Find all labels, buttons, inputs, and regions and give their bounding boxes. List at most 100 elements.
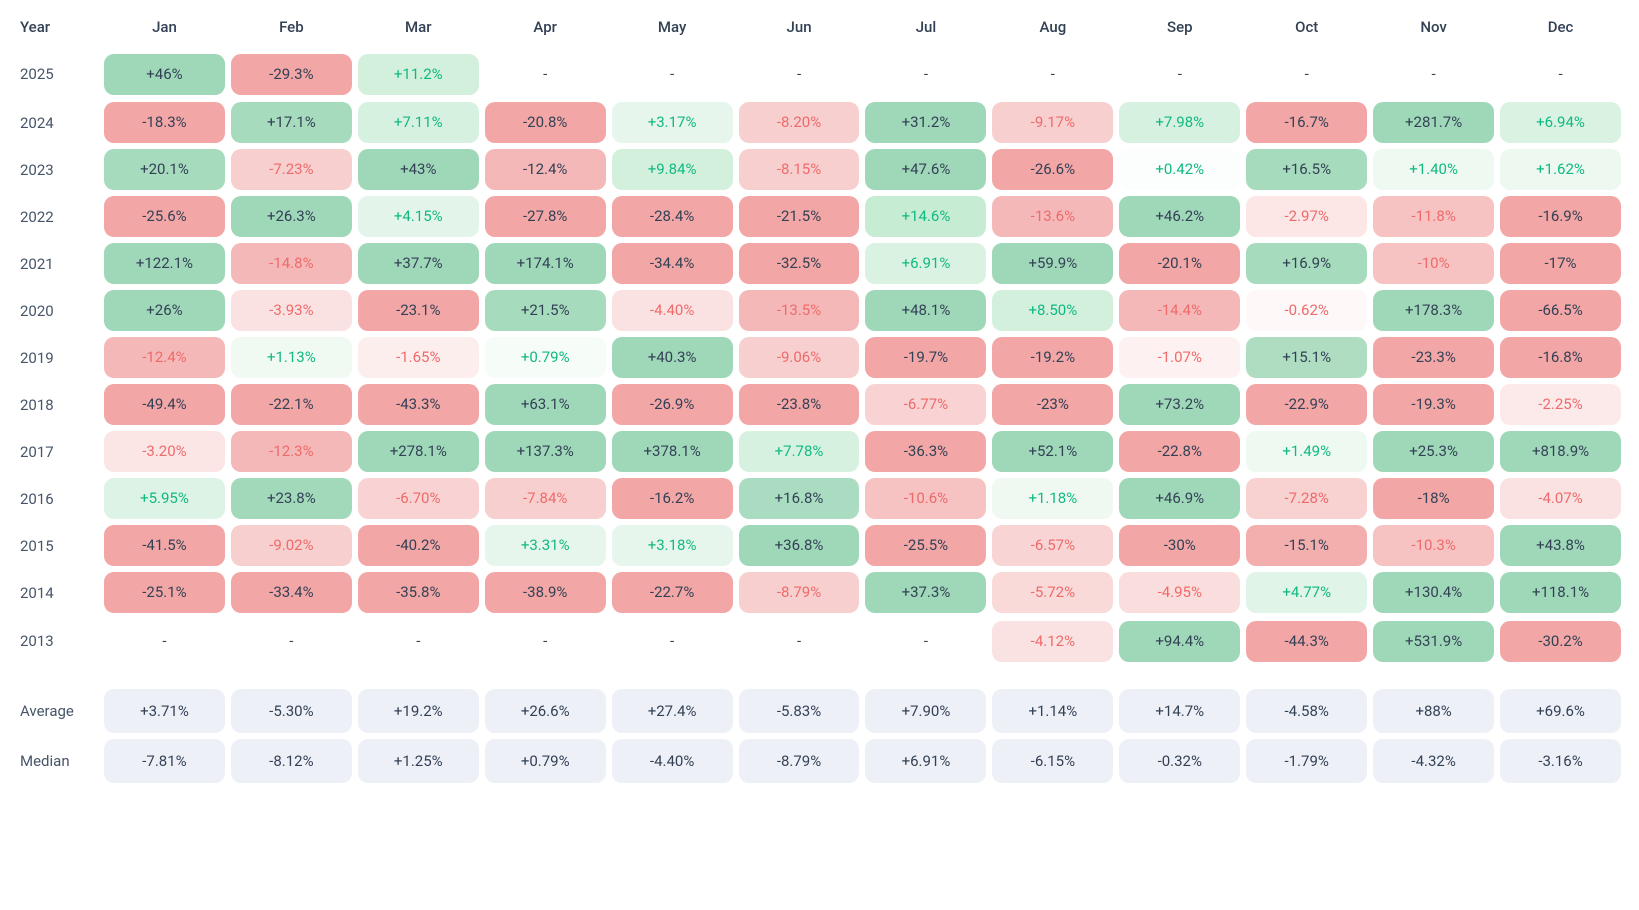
value-cell: -2.97% — [1246, 196, 1367, 237]
value-cell: +31.2% — [865, 102, 986, 143]
year-label: 2023 — [18, 161, 98, 179]
empty-cell: - — [1373, 52, 1494, 96]
empty-cell: - — [739, 619, 860, 663]
value-cell: +23.8% — [231, 478, 352, 519]
header-month: Nov — [1373, 12, 1494, 46]
year-label: 2020 — [18, 302, 98, 320]
value-cell: -8.20% — [739, 102, 860, 143]
empty-cell: - — [1246, 52, 1367, 96]
header-month: Jun — [739, 12, 860, 46]
value-cell: +3.17% — [612, 102, 733, 143]
header-month: Sep — [1119, 12, 1240, 46]
value-cell: +46.9% — [1119, 478, 1240, 519]
value-cell: -22.9% — [1246, 384, 1367, 425]
value-cell: -13.5% — [739, 290, 860, 331]
value-cell: +26% — [104, 290, 225, 331]
value-cell: -9.06% — [739, 337, 860, 378]
returns-heatmap-table: YearJanFebMarAprMayJunJulAugSepOctNovDec… — [18, 12, 1621, 783]
year-label: 2016 — [18, 490, 98, 508]
value-cell: +1.18% — [992, 478, 1113, 519]
year-label: 2017 — [18, 443, 98, 461]
value-cell: -16.7% — [1246, 102, 1367, 143]
value-cell: -1.65% — [358, 337, 479, 378]
value-cell: +0.42% — [1119, 149, 1240, 190]
stat-cell: -4.58% — [1246, 689, 1367, 733]
value-cell: -27.8% — [485, 196, 606, 237]
value-cell: +6.91% — [865, 243, 986, 284]
value-cell: -3.20% — [104, 431, 225, 472]
value-cell: -8.15% — [739, 149, 860, 190]
value-cell: -16.8% — [1500, 337, 1621, 378]
value-cell: -4.40% — [612, 290, 733, 331]
stat-cell: +14.7% — [1119, 689, 1240, 733]
value-cell: -6.70% — [358, 478, 479, 519]
value-cell: -11.8% — [1373, 196, 1494, 237]
value-cell: +15.1% — [1246, 337, 1367, 378]
value-cell: -3.93% — [231, 290, 352, 331]
value-cell: -7.28% — [1246, 478, 1367, 519]
stat-cell: -5.83% — [739, 689, 860, 733]
year-label: 2025 — [18, 65, 98, 83]
header-year: Year — [18, 12, 98, 46]
stat-cell: +69.6% — [1500, 689, 1621, 733]
stat-cell: +1.14% — [992, 689, 1113, 733]
value-cell: -13.6% — [992, 196, 1113, 237]
value-cell: -10% — [1373, 243, 1494, 284]
value-cell: +5.95% — [104, 478, 225, 519]
value-cell: +531.9% — [1373, 621, 1494, 662]
stat-cell: +88% — [1373, 689, 1494, 733]
value-cell: -4.95% — [1119, 572, 1240, 613]
value-cell: +818.9% — [1500, 431, 1621, 472]
value-cell: -21.5% — [739, 196, 860, 237]
value-cell: -19.3% — [1373, 384, 1494, 425]
value-cell: +26.3% — [231, 196, 352, 237]
value-cell: -0.62% — [1246, 290, 1367, 331]
value-cell: -25.6% — [104, 196, 225, 237]
value-cell: +7.78% — [739, 431, 860, 472]
value-cell: -20.8% — [485, 102, 606, 143]
value-cell: +59.9% — [992, 243, 1113, 284]
value-cell: -33.4% — [231, 572, 352, 613]
value-cell: -12.4% — [104, 337, 225, 378]
header-month: Jul — [865, 12, 986, 46]
value-cell: +1.49% — [1246, 431, 1367, 472]
stat-label: Median — [18, 752, 98, 770]
value-cell: -14.8% — [231, 243, 352, 284]
header-month: Oct — [1246, 12, 1367, 46]
value-cell: +3.31% — [485, 525, 606, 566]
value-cell: +73.2% — [1119, 384, 1240, 425]
value-cell: -28.4% — [612, 196, 733, 237]
value-cell: -6.57% — [992, 525, 1113, 566]
value-cell: +1.62% — [1500, 149, 1621, 190]
value-cell: +43% — [358, 149, 479, 190]
header-month: Dec — [1500, 12, 1621, 46]
value-cell: +46.2% — [1119, 196, 1240, 237]
empty-cell: - — [104, 619, 225, 663]
value-cell: +21.5% — [485, 290, 606, 331]
value-cell: +3.18% — [612, 525, 733, 566]
year-label: 2022 — [18, 208, 98, 226]
value-cell: +0.79% — [485, 337, 606, 378]
stat-cell: -4.40% — [612, 739, 733, 783]
value-cell: -9.17% — [992, 102, 1113, 143]
header-month: Mar — [358, 12, 479, 46]
value-cell: +52.1% — [992, 431, 1113, 472]
value-cell: -10.3% — [1373, 525, 1494, 566]
empty-cell: - — [485, 52, 606, 96]
value-cell: -14.4% — [1119, 290, 1240, 331]
value-cell: +37.3% — [865, 572, 986, 613]
stat-cell: -6.15% — [992, 739, 1113, 783]
value-cell: -9.02% — [231, 525, 352, 566]
value-cell: +40.3% — [612, 337, 733, 378]
value-cell: -40.2% — [358, 525, 479, 566]
empty-cell: - — [1500, 52, 1621, 96]
year-label: 2015 — [18, 537, 98, 555]
value-cell: -49.4% — [104, 384, 225, 425]
value-cell: -10.6% — [865, 478, 986, 519]
value-cell: -38.9% — [485, 572, 606, 613]
value-cell: -35.8% — [358, 572, 479, 613]
value-cell: -22.7% — [612, 572, 733, 613]
value-cell: +16.8% — [739, 478, 860, 519]
value-cell: -16.2% — [612, 478, 733, 519]
value-cell: +17.1% — [231, 102, 352, 143]
